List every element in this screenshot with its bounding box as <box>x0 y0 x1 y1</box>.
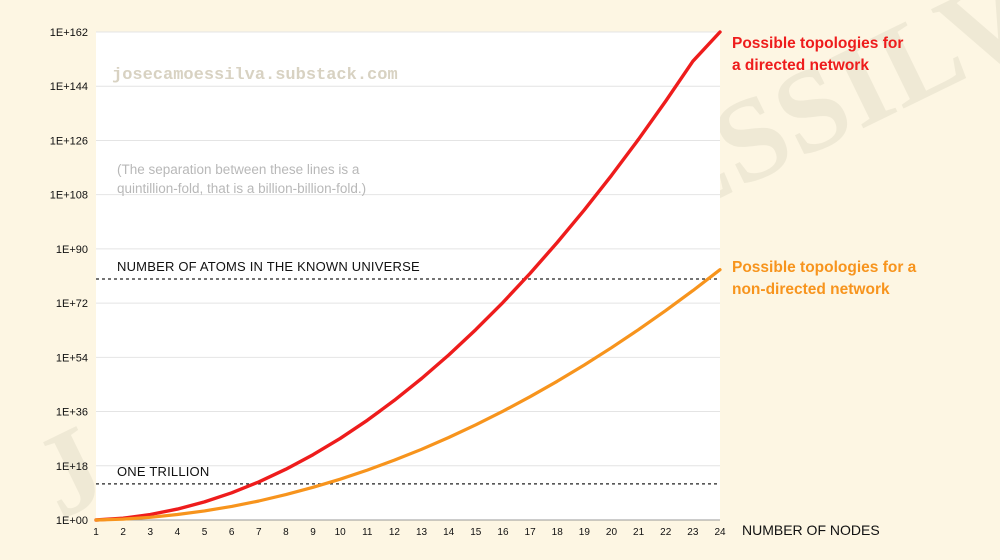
y-tick-label: 1E+54 <box>56 352 88 364</box>
series-line <box>94 268 722 522</box>
x-tick-label: 23 <box>687 527 699 538</box>
x-tick-label: 13 <box>416 527 428 538</box>
y-tick-label: 1E+36 <box>56 407 88 419</box>
x-tick-label: 17 <box>525 527 537 538</box>
x-tick-label: 19 <box>579 527 591 538</box>
x-tick-label: 1 <box>93 527 99 538</box>
note-line-2: quintillion-fold, that is a billion-bill… <box>117 181 366 196</box>
y-tick-label: 1E+162 <box>50 27 88 39</box>
series-label-line: Possible topologies for <box>732 35 903 52</box>
y-tick-label: 1E+108 <box>50 190 88 202</box>
series-label-line: a directed network <box>732 57 869 74</box>
x-tick-label: 14 <box>443 527 455 538</box>
x-tick-label: 2 <box>120 527 126 538</box>
y-tick-label: 1E+00 <box>56 515 88 527</box>
y-axis-ticks: 1E+00 1E+18 1E+36 1E+54 1E+72 1E+90 1E+108 1E+1… <box>50 27 88 527</box>
x-tick-label: 8 <box>283 527 289 538</box>
x-tick-label: 6 <box>229 527 235 538</box>
x-tick-label: 20 <box>606 527 618 538</box>
site-annotation: josecamoessilva.substack.com <box>112 66 398 85</box>
reference-line-label: NUMBER OF ATOMS IN THE KNOWN UNIVERSE <box>117 259 420 274</box>
series-label-line: Possible topologies for a <box>732 259 917 276</box>
y-tick-label: 1E+126 <box>50 135 88 147</box>
reference-line-label: ONE TRILLION <box>117 464 209 479</box>
y-tick-label: 1E+72 <box>56 298 88 310</box>
x-axis-ticks: 1 2 3 4 5 6 7 8 9 10 11 12 13 14 15 16 17 18 19 20 21 22 23 24 <box>93 527 726 538</box>
x-tick-label: 3 <box>147 527 153 538</box>
x-tick-label: 12 <box>389 527 401 538</box>
x-tick-label: 21 <box>633 527 645 538</box>
x-tick-label: 4 <box>175 527 181 538</box>
x-tick-label: 5 <box>202 527 208 538</box>
x-tick-label: 11 <box>362 527 373 538</box>
y-tick-label: 1E+90 <box>56 244 88 256</box>
series-labels: Possible topologies for a directed networ… <box>732 35 917 298</box>
x-tick-label: 22 <box>660 527 672 538</box>
y-tick-label: 1E+144 <box>50 81 88 93</box>
x-tick-label: 10 <box>335 527 347 538</box>
x-axis-label: NUMBER OF NODES <box>742 522 880 538</box>
note-line-1: (The separation between these lines is a <box>117 162 360 177</box>
x-tick-label: 9 <box>310 527 316 538</box>
reference-lines: NUMBER OF ATOMS IN THE KNOWN UNIVERSE ONE… <box>96 259 720 485</box>
series-lines <box>94 30 722 522</box>
series-label-line: non-directed network <box>732 281 890 298</box>
x-tick-label: 24 <box>714 527 726 538</box>
x-tick-label: 16 <box>497 527 509 538</box>
x-tick-label: 7 <box>256 527 262 538</box>
series-line <box>94 30 722 522</box>
y-tick-label: 1E+18 <box>56 461 88 473</box>
plot-area <box>96 32 720 520</box>
x-tick-label: 18 <box>552 527 564 538</box>
x-tick-label: 15 <box>470 527 482 538</box>
y-gridlines <box>96 31 720 467</box>
